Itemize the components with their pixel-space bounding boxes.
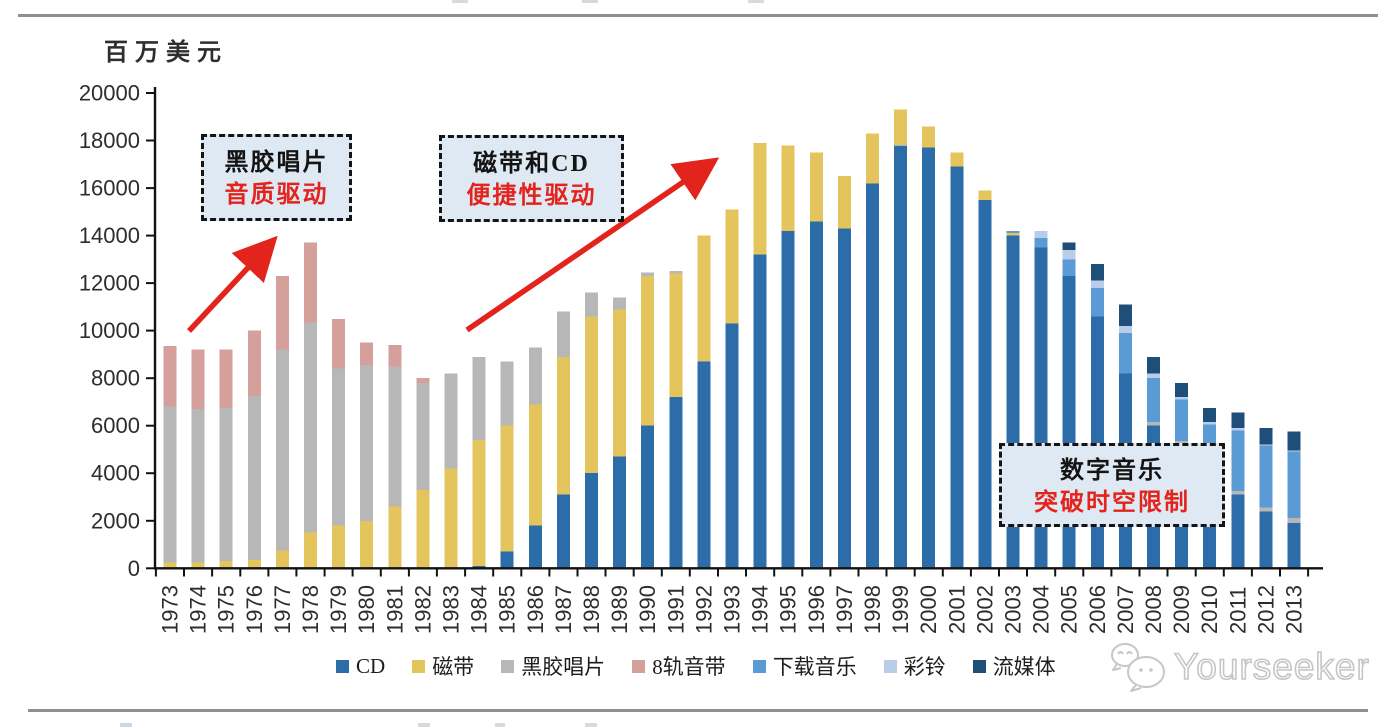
svg-text:1981: 1981 bbox=[382, 585, 407, 634]
svg-text:16000: 16000 bbox=[79, 176, 140, 201]
y-axis-title: 百万美元 bbox=[104, 40, 228, 66]
legend-item: CD bbox=[336, 654, 385, 679]
svg-text:1977: 1977 bbox=[270, 585, 295, 634]
svg-text:1993: 1993 bbox=[720, 585, 745, 634]
annotation-subtitle: 音质驱动 bbox=[224, 182, 329, 209]
cropped-text-fragment bbox=[452, 0, 468, 3]
annotation-digital-era: 数字音乐 突破时空限制 bbox=[999, 443, 1225, 527]
svg-text:1995: 1995 bbox=[776, 585, 801, 634]
top-divider bbox=[18, 14, 1378, 17]
svg-text:1985: 1985 bbox=[495, 585, 520, 634]
bottom-divider bbox=[28, 709, 1368, 712]
svg-text:1975: 1975 bbox=[214, 585, 239, 634]
svg-text:1980: 1980 bbox=[354, 585, 379, 634]
legend-item: 彩铃 bbox=[883, 651, 946, 681]
legend-label: CD bbox=[356, 653, 386, 678]
legend-swatch bbox=[752, 659, 766, 673]
svg-text:8000: 8000 bbox=[91, 366, 140, 391]
svg-text:1998: 1998 bbox=[860, 585, 885, 634]
annotation-cassette-cd-era: 磁带和CD 便捷性驱动 bbox=[439, 135, 624, 222]
svg-text:4000: 4000 bbox=[91, 461, 140, 486]
svg-text:2003: 2003 bbox=[1001, 585, 1026, 634]
svg-text:2011: 2011 bbox=[1225, 587, 1250, 634]
annotation-title: 黑胶唱片 bbox=[224, 150, 329, 177]
svg-text:2008: 2008 bbox=[1141, 585, 1166, 634]
svg-text:1999: 1999 bbox=[888, 585, 913, 634]
cropped-text-fragment bbox=[585, 723, 597, 727]
svg-text:1987: 1987 bbox=[551, 585, 576, 634]
svg-text:1994: 1994 bbox=[748, 585, 773, 634]
svg-text:2012: 2012 bbox=[1253, 585, 1278, 634]
annotation-title: 数字音乐 bbox=[1060, 457, 1164, 484]
svg-text:10000: 10000 bbox=[79, 318, 140, 343]
cropped-text-fragment bbox=[495, 723, 505, 727]
legend-swatch bbox=[972, 659, 986, 673]
annotation-subtitle: 便捷性驱动 bbox=[466, 183, 597, 210]
svg-text:2000: 2000 bbox=[91, 508, 140, 533]
svg-text:18000: 18000 bbox=[79, 128, 140, 153]
svg-text:1986: 1986 bbox=[523, 585, 548, 634]
legend-item: 流媒体 bbox=[972, 651, 1056, 681]
legend-item: 下载音乐 bbox=[752, 651, 857, 681]
svg-text:1989: 1989 bbox=[607, 585, 632, 634]
svg-text:14000: 14000 bbox=[79, 223, 140, 248]
svg-text:1978: 1978 bbox=[298, 585, 323, 634]
cropped-text-fragment bbox=[120, 723, 132, 727]
watermark-text: Yourseeker bbox=[1173, 645, 1370, 688]
legend-swatch bbox=[501, 659, 515, 673]
svg-text:6000: 6000 bbox=[91, 413, 140, 438]
svg-text:2005: 2005 bbox=[1057, 585, 1082, 634]
annotation-subtitle: 突破时空限制 bbox=[1034, 489, 1190, 516]
svg-text:2001: 2001 bbox=[944, 585, 969, 634]
svg-text:2002: 2002 bbox=[972, 585, 997, 634]
svg-text:1996: 1996 bbox=[804, 585, 829, 634]
svg-text:2013: 2013 bbox=[1282, 585, 1307, 634]
cropped-text-fragment bbox=[748, 0, 764, 3]
legend-label: 8轨音带 bbox=[652, 655, 726, 679]
svg-text:12000: 12000 bbox=[79, 271, 140, 296]
svg-text:1983: 1983 bbox=[439, 585, 464, 634]
svg-text:1990: 1990 bbox=[635, 585, 660, 634]
annotation-vinyl-era: 黑胶唱片 音质驱动 bbox=[201, 134, 352, 221]
svg-text:1988: 1988 bbox=[579, 585, 604, 634]
legend: CD 磁带 黑胶唱片 8轨音带 下载音乐 彩铃 流媒体 bbox=[336, 651, 1056, 681]
legend-swatch bbox=[336, 659, 349, 673]
svg-text:1984: 1984 bbox=[467, 585, 492, 634]
annotation-title: 磁带和CD bbox=[473, 151, 590, 178]
svg-text:1973: 1973 bbox=[158, 585, 183, 634]
svg-text:1982: 1982 bbox=[410, 585, 435, 634]
svg-text:2000: 2000 bbox=[916, 585, 941, 634]
legend-item: 磁带 bbox=[412, 651, 474, 681]
legend-item: 黑胶唱片 bbox=[501, 651, 605, 681]
wechat-icon bbox=[1111, 643, 1165, 692]
svg-text:20000: 20000 bbox=[79, 81, 140, 106]
cropped-text-fragment bbox=[582, 0, 598, 3]
svg-text:2007: 2007 bbox=[1113, 585, 1138, 634]
svg-text:2006: 2006 bbox=[1085, 585, 1110, 634]
legend-swatch bbox=[632, 659, 646, 673]
watermark: Yourseeker bbox=[1108, 640, 1370, 694]
legend-label: 彩铃 bbox=[903, 655, 946, 679]
svg-text:1976: 1976 bbox=[242, 585, 267, 634]
svg-text:1974: 1974 bbox=[186, 585, 211, 634]
svg-text:1991: 1991 bbox=[663, 585, 688, 634]
svg-text:1997: 1997 bbox=[832, 585, 857, 634]
svg-text:1992: 1992 bbox=[691, 585, 716, 634]
cropped-text-fragment bbox=[418, 723, 430, 727]
legend-label: 流媒体 bbox=[992, 655, 1056, 679]
legend-item: 8轨音带 bbox=[632, 651, 726, 681]
legend-label: 下载音乐 bbox=[772, 655, 857, 679]
svg-text:0: 0 bbox=[128, 556, 140, 581]
legend-label: 磁带 bbox=[432, 655, 475, 679]
svg-text:1979: 1979 bbox=[326, 585, 351, 634]
svg-text:2010: 2010 bbox=[1197, 585, 1222, 634]
svg-text:2004: 2004 bbox=[1029, 585, 1054, 634]
legend-swatch bbox=[883, 659, 897, 673]
svg-text:2009: 2009 bbox=[1169, 585, 1194, 634]
legend-label: 黑胶唱片 bbox=[521, 655, 606, 679]
legend-swatch bbox=[412, 659, 426, 673]
